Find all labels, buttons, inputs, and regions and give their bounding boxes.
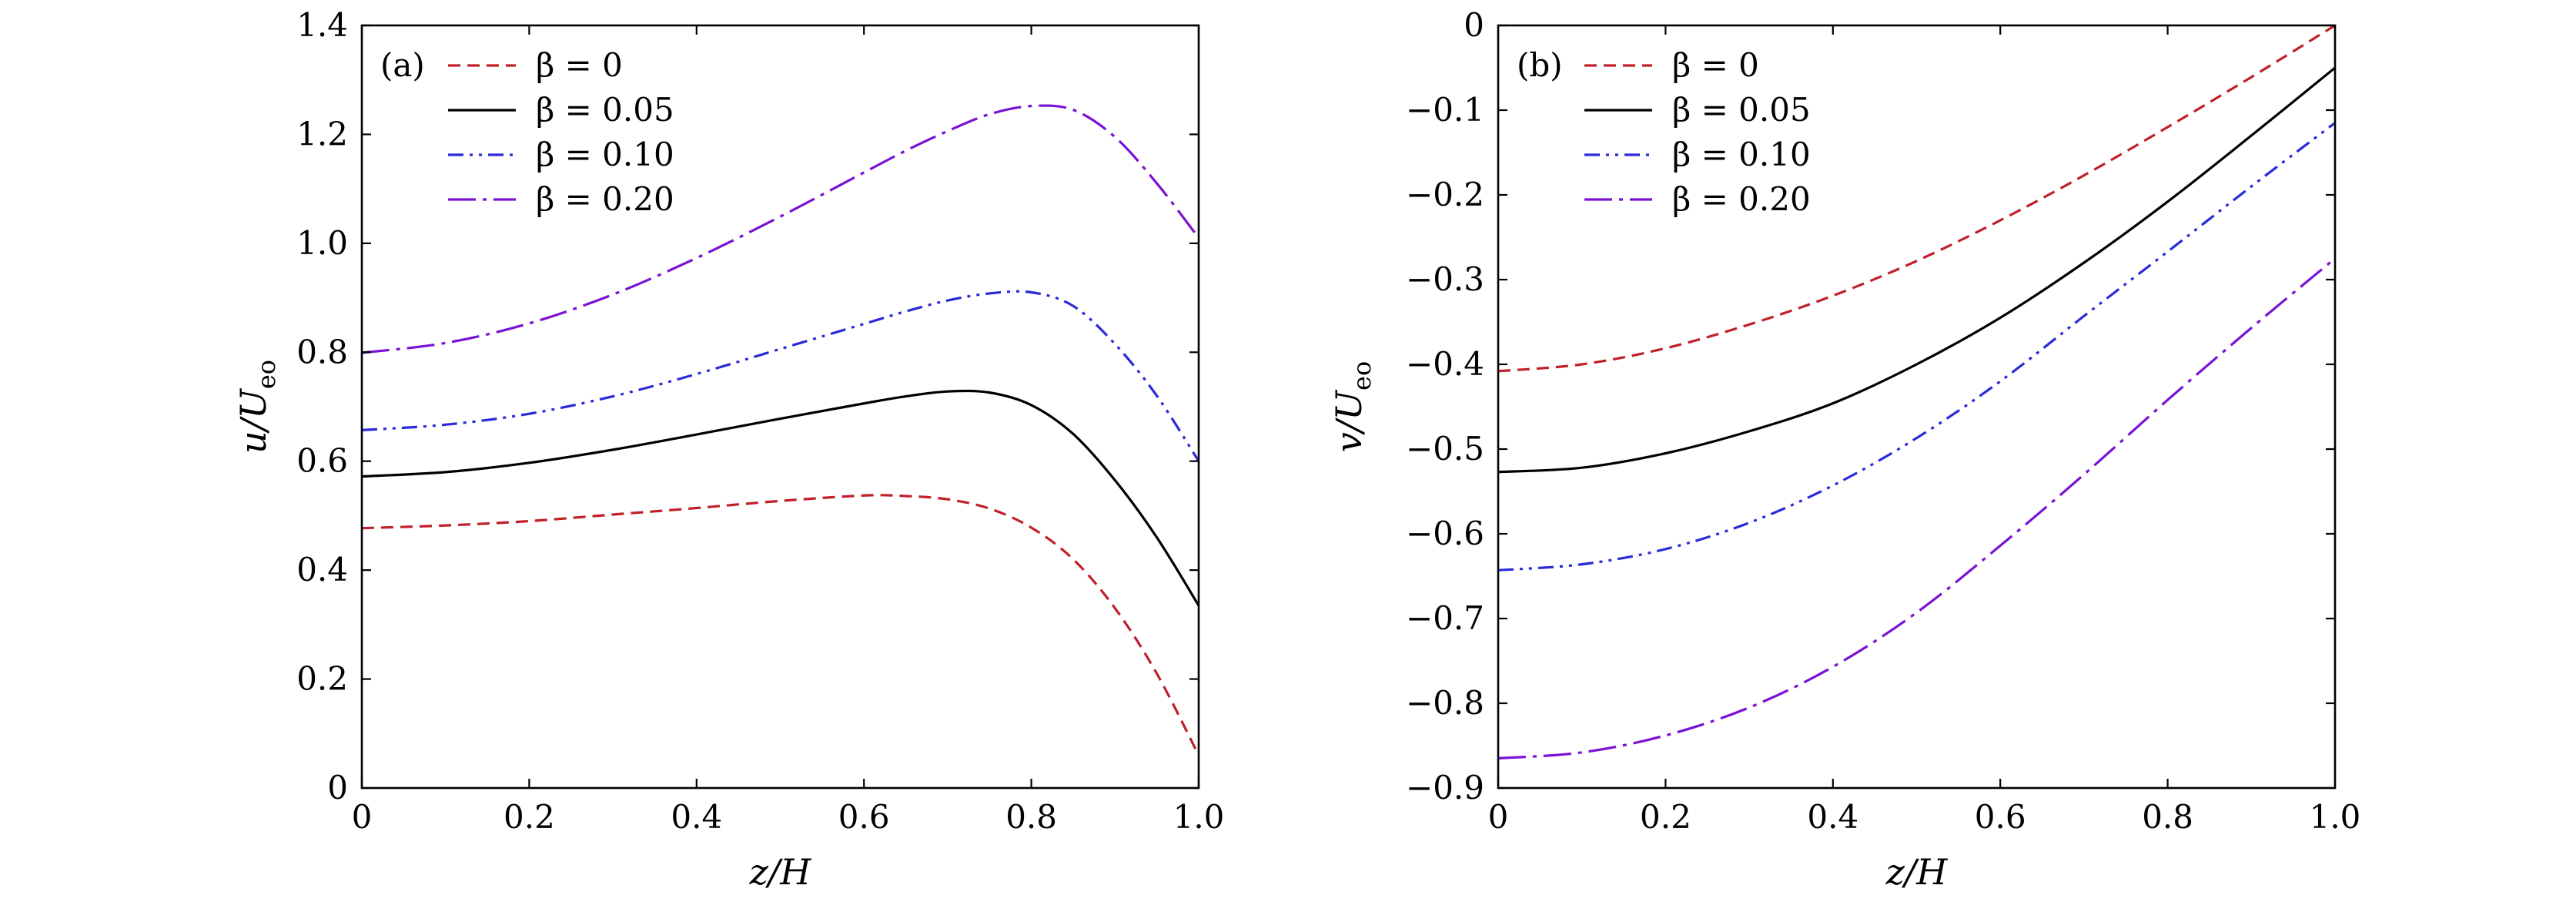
plot-frame <box>1497 24 2337 790</box>
y-tick-label: −0.2 <box>1406 176 1484 213</box>
panel-label: (a) <box>380 46 425 84</box>
series-line-1 <box>1498 66 2335 474</box>
y-tick-label: −0.8 <box>1406 684 1484 722</box>
y-tick-label: 1.4 <box>296 6 348 44</box>
x-tick-label: 0.4 <box>1807 798 1858 836</box>
legend-label-0: β = 0 <box>1672 46 1759 84</box>
y-tick-label: 0.8 <box>296 333 348 371</box>
y-tick-label: −0.3 <box>1406 260 1484 298</box>
plot-frame <box>360 24 1200 790</box>
y-tick-label: 1.0 <box>296 224 348 262</box>
y-axis-label-subscript: eo <box>1347 361 1377 391</box>
x-tick-label: 0.2 <box>503 798 555 836</box>
series-line-2 <box>1498 122 2335 572</box>
legend-label-1: β = 0.05 <box>1672 91 1811 129</box>
y-tick-label: −0.5 <box>1406 430 1484 468</box>
x-tick-label: 0.6 <box>1975 798 2026 836</box>
legend: β = 0 β = 0.05 β = 0.10 β = 0.20 <box>1584 46 1811 218</box>
legend-label-3: β = 0.20 <box>536 180 674 218</box>
y-tick-label: −0.7 <box>1406 599 1484 637</box>
y-tick-label: 0 <box>1464 6 1484 44</box>
x-tick-label: 0 <box>352 798 373 836</box>
series-line-0 <box>1498 25 2335 373</box>
x-tick-label: 0.2 <box>1640 798 1691 836</box>
x-tick-label: 0.6 <box>838 798 890 836</box>
x-tick-label: 0 <box>1488 798 1509 836</box>
y-axis-label-main: u/U <box>233 387 274 454</box>
legend: β = 0 β = 0.05 β = 0.10 β = 0.20 <box>448 46 674 218</box>
y-tick-label: 0.4 <box>296 551 348 588</box>
series-line-2 <box>362 290 1199 462</box>
x-axis-label: z/H <box>749 851 812 893</box>
legend-label-0: β = 0 <box>536 46 623 84</box>
series-line-0 <box>362 494 1199 756</box>
series-lines <box>362 104 1199 756</box>
x-tick-label: 1.0 <box>2310 798 2361 836</box>
y-tick-label: −0.6 <box>1406 515 1484 552</box>
y-tick-label: 0.2 <box>296 660 348 698</box>
panel-a: 0 0.2 0.4 0.6 0.8 1.0 0 0.2 0.4 0.6 0.8 1.0 1.2 1.4 z/… <box>233 6 1224 893</box>
y-axis-label: u/Ueo <box>233 360 281 454</box>
series-lines <box>1498 25 2335 760</box>
y-axis-label-subscript: eo <box>252 360 281 389</box>
x-tick-label: 0.4 <box>671 798 722 836</box>
legend-label-2: β = 0.10 <box>536 136 674 173</box>
x-tick-label: 1.0 <box>1173 798 1225 836</box>
panel-label: (b) <box>1517 46 1563 84</box>
y-tick-label: 0 <box>327 769 348 806</box>
y-axis-label-main: v/U <box>1328 389 1370 452</box>
y-tick-label: −0.1 <box>1406 91 1484 129</box>
y-tick-label: −0.4 <box>1406 345 1484 383</box>
legend-label-1: β = 0.05 <box>536 91 674 129</box>
legend-label-3: β = 0.20 <box>1672 180 1811 218</box>
y-tick-label: 0.6 <box>296 442 348 480</box>
y-tick-label: 1.2 <box>296 115 348 153</box>
x-tick-label: 0.8 <box>2142 798 2193 836</box>
x-tick-label: 0.8 <box>1005 798 1057 836</box>
x-axis-label: z/H <box>1885 851 1949 893</box>
y-axis-label: v/Ueo <box>1328 361 1377 452</box>
series-line-3 <box>362 104 1199 354</box>
y-tick-label: −0.9 <box>1406 769 1484 806</box>
series-line-1 <box>362 389 1199 606</box>
panel-b: 0 0.2 0.4 0.6 0.8 1.0 0 −0.1 −0.2 −0.3 −0.4 −0.5 −0.… <box>1328 6 2360 893</box>
series-line-3 <box>1498 257 2335 760</box>
legend-label-2: β = 0.10 <box>1672 136 1811 173</box>
